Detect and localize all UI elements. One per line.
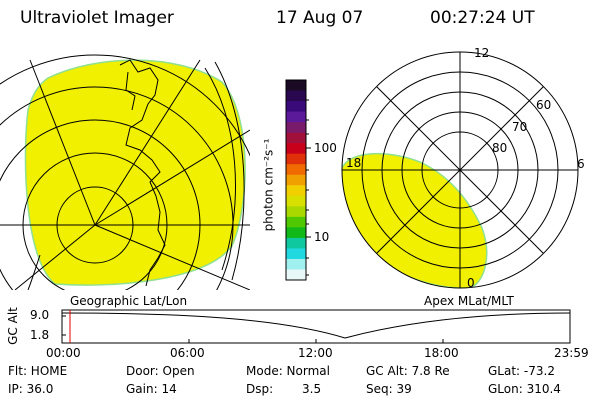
date-label: 17 Aug 07 xyxy=(276,8,364,28)
colorbar-cell xyxy=(286,269,306,281)
altitude-axis-label: GC Alt xyxy=(5,307,20,345)
colorbar-cell xyxy=(286,80,306,92)
colorbar-cell xyxy=(286,227,306,239)
mlt-18-label: 18 xyxy=(346,156,362,170)
mlt-0-label: 0 xyxy=(467,276,475,290)
aurora-image-left xyxy=(24,59,246,286)
dsp-value: 3.5 xyxy=(302,382,322,396)
geo-latitude: GLat: -73.2 xyxy=(488,364,555,378)
time-tick-0000: 00:00 xyxy=(46,346,81,360)
ip-value: IP: 36.0 xyxy=(8,382,54,396)
apex-panel-label: Apex MLat/MLT xyxy=(424,294,514,308)
colorbar-cell xyxy=(286,122,306,134)
sequence-number: Seq: 39 xyxy=(366,382,412,396)
geographic-panel-label: Geographic Lat/Lon xyxy=(70,294,188,308)
colorbar-tick-100: 100 xyxy=(314,141,337,155)
colorbar-cell xyxy=(286,174,306,186)
colorbar-cell xyxy=(286,90,306,102)
colorbar-tick-10: 10 xyxy=(314,230,330,244)
geo-longitude: GLon: 310.4 xyxy=(488,382,561,396)
mlt-12-label: 12 xyxy=(474,46,490,60)
colorbar-ticks xyxy=(306,99,311,276)
mlat-80-label: 80 xyxy=(492,141,508,155)
time-tick-0600: 06:00 xyxy=(170,346,205,360)
colorbar-unit-label: photon cm⁻²s⁻¹ xyxy=(261,138,276,232)
altitude-tick-high: 9.0 xyxy=(30,308,50,322)
colorbar-cell xyxy=(286,216,306,228)
geographic-map xyxy=(0,54,250,290)
colorbar-frame xyxy=(285,79,307,281)
time-label: 00:27:24 UT xyxy=(430,8,535,28)
colorbar-cell xyxy=(286,185,306,197)
colorbar-cell xyxy=(286,195,306,207)
instrument-title: Ultraviolet Imager xyxy=(20,8,174,28)
door-status: Door: Open xyxy=(126,364,195,378)
gc-altitude: GC Alt: 7.8 Re xyxy=(366,364,450,378)
polar-plot xyxy=(341,51,579,289)
time-tick-1800: 18:00 xyxy=(424,346,459,360)
mlat-70-label: 70 xyxy=(512,120,528,134)
altitude-plot xyxy=(61,309,571,344)
colorbar-cell xyxy=(286,111,306,123)
time-tick-1200: 12:00 xyxy=(298,346,333,360)
colorbar-cell xyxy=(286,101,306,113)
colorbar-cell xyxy=(286,248,306,260)
gain-value: Gain: 14 xyxy=(126,382,177,396)
colorbar-cell xyxy=(286,206,306,218)
colorbar-cell xyxy=(286,132,306,144)
colorbar-cell xyxy=(286,258,306,270)
colorbar xyxy=(286,80,306,281)
time-tick-2359: 23:59 xyxy=(554,346,589,360)
colorbar-cell xyxy=(286,164,306,176)
dsp-label: Dsp: xyxy=(246,382,274,396)
mode-value: Mode: Normal xyxy=(246,364,330,378)
altitude-tick-low: 1.8 xyxy=(30,328,50,342)
colorbar-cell xyxy=(286,237,306,249)
flight-mode: Flt: HOME xyxy=(8,364,68,378)
colorbar-cell xyxy=(286,143,306,155)
colorbar-cell xyxy=(286,153,306,165)
mlt-6-label: 6 xyxy=(577,157,585,171)
mlat-60-label: 60 xyxy=(536,98,552,112)
